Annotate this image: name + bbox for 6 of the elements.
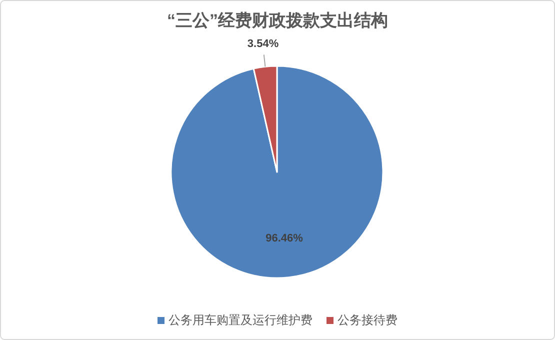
chart-title: “三公”经费财政拨款支出结构 — [167, 11, 388, 30]
data-label: 96.46% — [266, 232, 304, 244]
data-label: 3.54% — [247, 38, 279, 50]
pie-slice — [170, 65, 384, 279]
legend-label: 公务用车购置及运行维护费 — [168, 313, 312, 327]
legend-label: 公务接待费 — [338, 313, 398, 327]
